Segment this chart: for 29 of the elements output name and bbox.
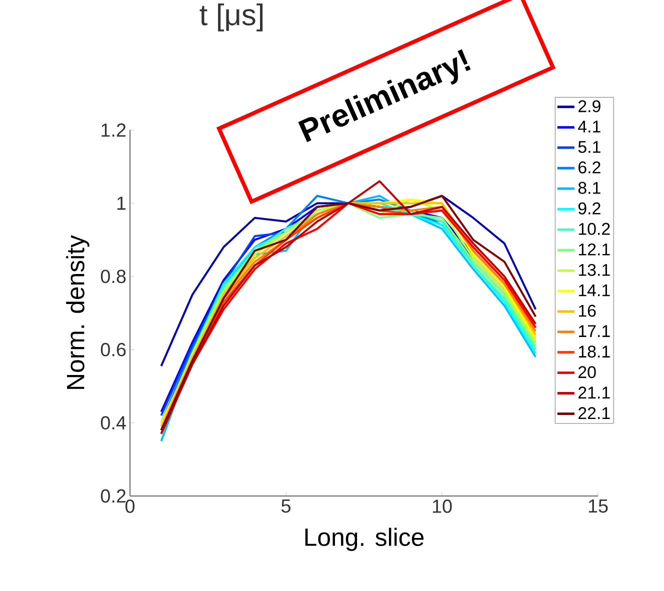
x-tick-label: 15 bbox=[588, 500, 608, 513]
y-tick-label: 0.6 bbox=[100, 342, 126, 356]
legend-label: 9.2 bbox=[578, 202, 600, 214]
y-tick-label: 0.8 bbox=[100, 270, 126, 284]
legend-label: 4.1 bbox=[578, 120, 600, 132]
y-tick-label: 1.2 bbox=[102, 123, 126, 137]
x-tick-label: 0 bbox=[125, 500, 135, 513]
legend-label: 5.1 bbox=[578, 141, 600, 153]
legend-label: 16 bbox=[578, 304, 596, 317]
legend-label: 18.1 bbox=[578, 346, 610, 358]
legend-label: 14.1 bbox=[578, 284, 610, 296]
x-axis-title: Long. slice bbox=[305, 528, 424, 551]
y-axis-title: Norm. density bbox=[66, 235, 90, 389]
legend-label: 17.1 bbox=[578, 325, 610, 337]
chart-title: t [μs] bbox=[200, 4, 263, 32]
legend-label: 10.2 bbox=[578, 222, 610, 235]
x-tick-label: 5 bbox=[281, 500, 290, 513]
x-tick-label: 10 bbox=[432, 500, 452, 513]
y-tick-label: 0.2 bbox=[100, 489, 126, 503]
legend-label: 22.1 bbox=[578, 407, 610, 419]
y-tick-label: 0.4 bbox=[100, 416, 126, 430]
legend-label: 12.1 bbox=[578, 243, 610, 256]
legend-label: 2.9 bbox=[578, 100, 600, 112]
legend-label: 8.1 bbox=[578, 182, 600, 194]
legend-label: 21.1 bbox=[578, 386, 610, 398]
y-tick-label: 1 bbox=[117, 196, 126, 210]
legend-label: 20 bbox=[578, 366, 596, 378]
legend-label: 13.1 bbox=[578, 264, 610, 276]
legend-label: 6.2 bbox=[578, 161, 600, 174]
